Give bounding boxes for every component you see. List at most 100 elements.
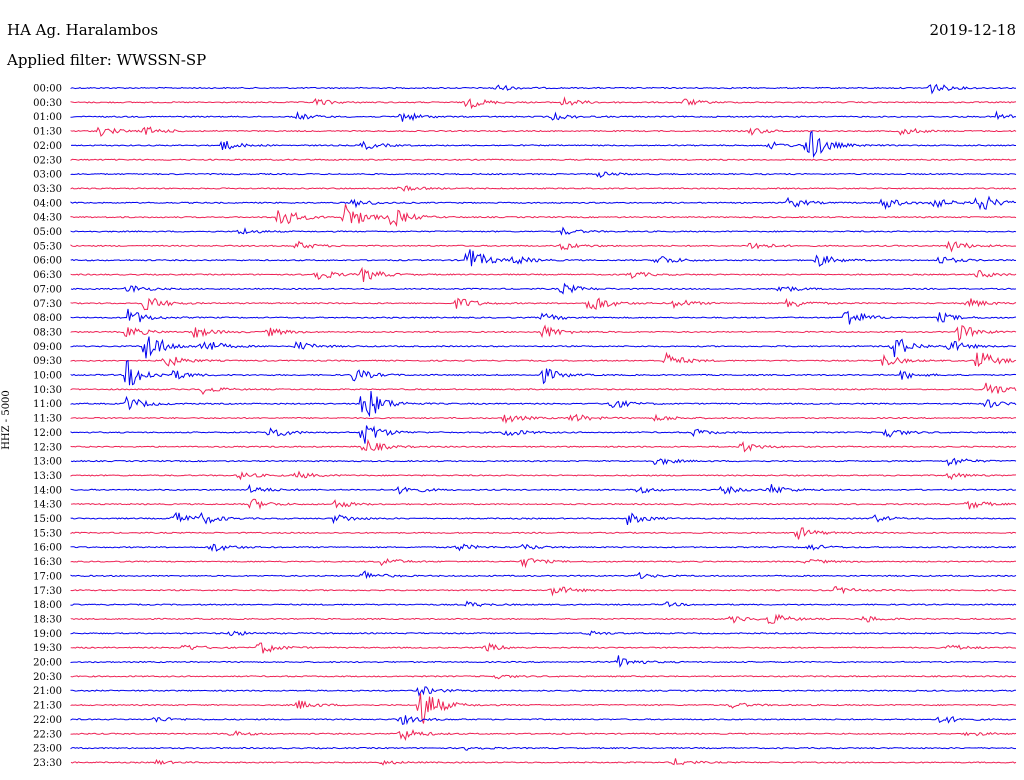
trace-row	[70, 438, 1017, 453]
trace-row	[70, 543, 1017, 552]
row-time-label: 05:00	[33, 227, 62, 238]
row-time-label: 03:30	[33, 184, 62, 195]
row-time-label: 07:00	[33, 284, 62, 295]
row-time-label: 02:30	[33, 155, 62, 166]
trace-row	[70, 693, 1017, 724]
row-time-label: 09:00	[33, 342, 62, 353]
trace-row	[70, 382, 1017, 395]
row-time-label: 18:00	[33, 600, 62, 611]
row-time-label: 07:30	[33, 299, 62, 310]
row-time-label: 14:00	[33, 485, 62, 496]
trace-row	[70, 600, 1017, 608]
trace-row	[70, 351, 1017, 368]
row-time-label: 04:30	[33, 213, 62, 224]
row-time-label: 10:30	[33, 385, 62, 396]
row-time-label: 02:00	[33, 141, 62, 152]
trace-row	[70, 570, 1017, 580]
trace-row	[70, 470, 1017, 481]
trace-row	[70, 308, 1017, 325]
trace-row	[70, 158, 1017, 161]
trace-row	[70, 686, 1017, 697]
row-time-label: 17:00	[33, 571, 62, 582]
row-time-label: 16:30	[33, 557, 62, 568]
row-time-label: 19:00	[33, 629, 62, 640]
trace-row	[70, 511, 1017, 526]
trace-row	[70, 336, 1017, 359]
trace-row	[70, 457, 1017, 467]
trace-row	[70, 498, 1017, 510]
trace-row	[70, 425, 1017, 444]
trace-row	[70, 674, 1017, 680]
trace-row	[70, 297, 1017, 311]
trace-row	[70, 96, 1017, 110]
row-time-label: 11:30	[33, 414, 62, 425]
station-title: HA Ag. Haralambos	[7, 21, 159, 39]
trace-row	[70, 758, 1017, 766]
row-time-label: 22:30	[33, 729, 62, 740]
trace-row	[70, 729, 1017, 742]
row-time-label: 05:30	[33, 241, 62, 252]
trace-row	[70, 642, 1017, 654]
row-time-label: 00:00	[33, 84, 62, 95]
row-time-label: 19:30	[33, 643, 62, 654]
trace-row	[70, 613, 1017, 624]
row-time-label: 12:00	[33, 428, 62, 439]
row-time-label: 11:00	[33, 399, 62, 410]
row-time-label: 06:30	[33, 270, 62, 281]
row-time-label: 08:30	[33, 327, 62, 338]
row-time-label: 14:30	[33, 500, 62, 511]
trace-row	[70, 204, 1017, 228]
row-time-label: 13:30	[33, 471, 62, 482]
trace-row	[70, 359, 1017, 386]
trace-row	[70, 195, 1017, 211]
trace-row	[70, 585, 1017, 597]
row-time-label: 21:30	[33, 701, 62, 712]
trace-row	[70, 110, 1017, 122]
trace-row	[70, 185, 1017, 192]
row-time-label: 23:30	[33, 758, 62, 769]
row-time-label: 18:30	[33, 614, 62, 625]
trace-row	[70, 413, 1016, 424]
row-time-label: 04:00	[33, 198, 62, 209]
filter-label: Applied filter: WWSSN-SP	[7, 51, 207, 69]
trace-row	[70, 630, 1017, 637]
trace-row	[70, 226, 1017, 236]
trace-row	[70, 240, 1017, 253]
row-time-label: 01:30	[33, 127, 62, 138]
row-time-label: 00:30	[33, 98, 62, 109]
trace-row	[70, 266, 1017, 282]
row-time-label: 22:00	[33, 715, 62, 726]
row-time-label: 16:00	[33, 543, 62, 554]
row-time-label: 13:00	[33, 457, 62, 468]
row-time-label: 12:30	[33, 442, 62, 453]
trace-row	[70, 83, 1016, 95]
row-time-label: 01:00	[33, 112, 62, 123]
row-time-label: 23:00	[33, 744, 62, 755]
date-label: 2019-12-18	[929, 21, 1016, 39]
trace-row	[70, 249, 1017, 267]
trace-row	[70, 126, 1017, 137]
trace-row	[70, 483, 1017, 495]
trace-row	[70, 130, 1016, 159]
row-time-label: 08:00	[33, 313, 62, 324]
row-time-label: 21:00	[33, 686, 62, 697]
trace-row	[70, 527, 1017, 540]
trace-row	[70, 715, 1017, 726]
trace-row	[70, 557, 1017, 569]
trace-row	[70, 171, 1017, 178]
row-time-label: 17:30	[33, 586, 62, 597]
trace-row	[70, 390, 1017, 418]
row-time-label: 15:00	[33, 514, 62, 525]
trace-row	[70, 655, 1017, 668]
trace-row	[70, 324, 1017, 342]
row-time-label: 20:30	[33, 672, 62, 683]
row-time-label: 06:00	[33, 256, 62, 267]
row-time-label: 09:30	[33, 356, 62, 367]
row-time-label: 10:00	[33, 371, 62, 382]
row-time-label: 03:00	[33, 170, 62, 181]
trace-row	[70, 282, 1017, 295]
trace-row	[70, 746, 1017, 751]
row-time-label: 20:00	[33, 658, 62, 669]
row-time-label: 15:30	[33, 528, 62, 539]
